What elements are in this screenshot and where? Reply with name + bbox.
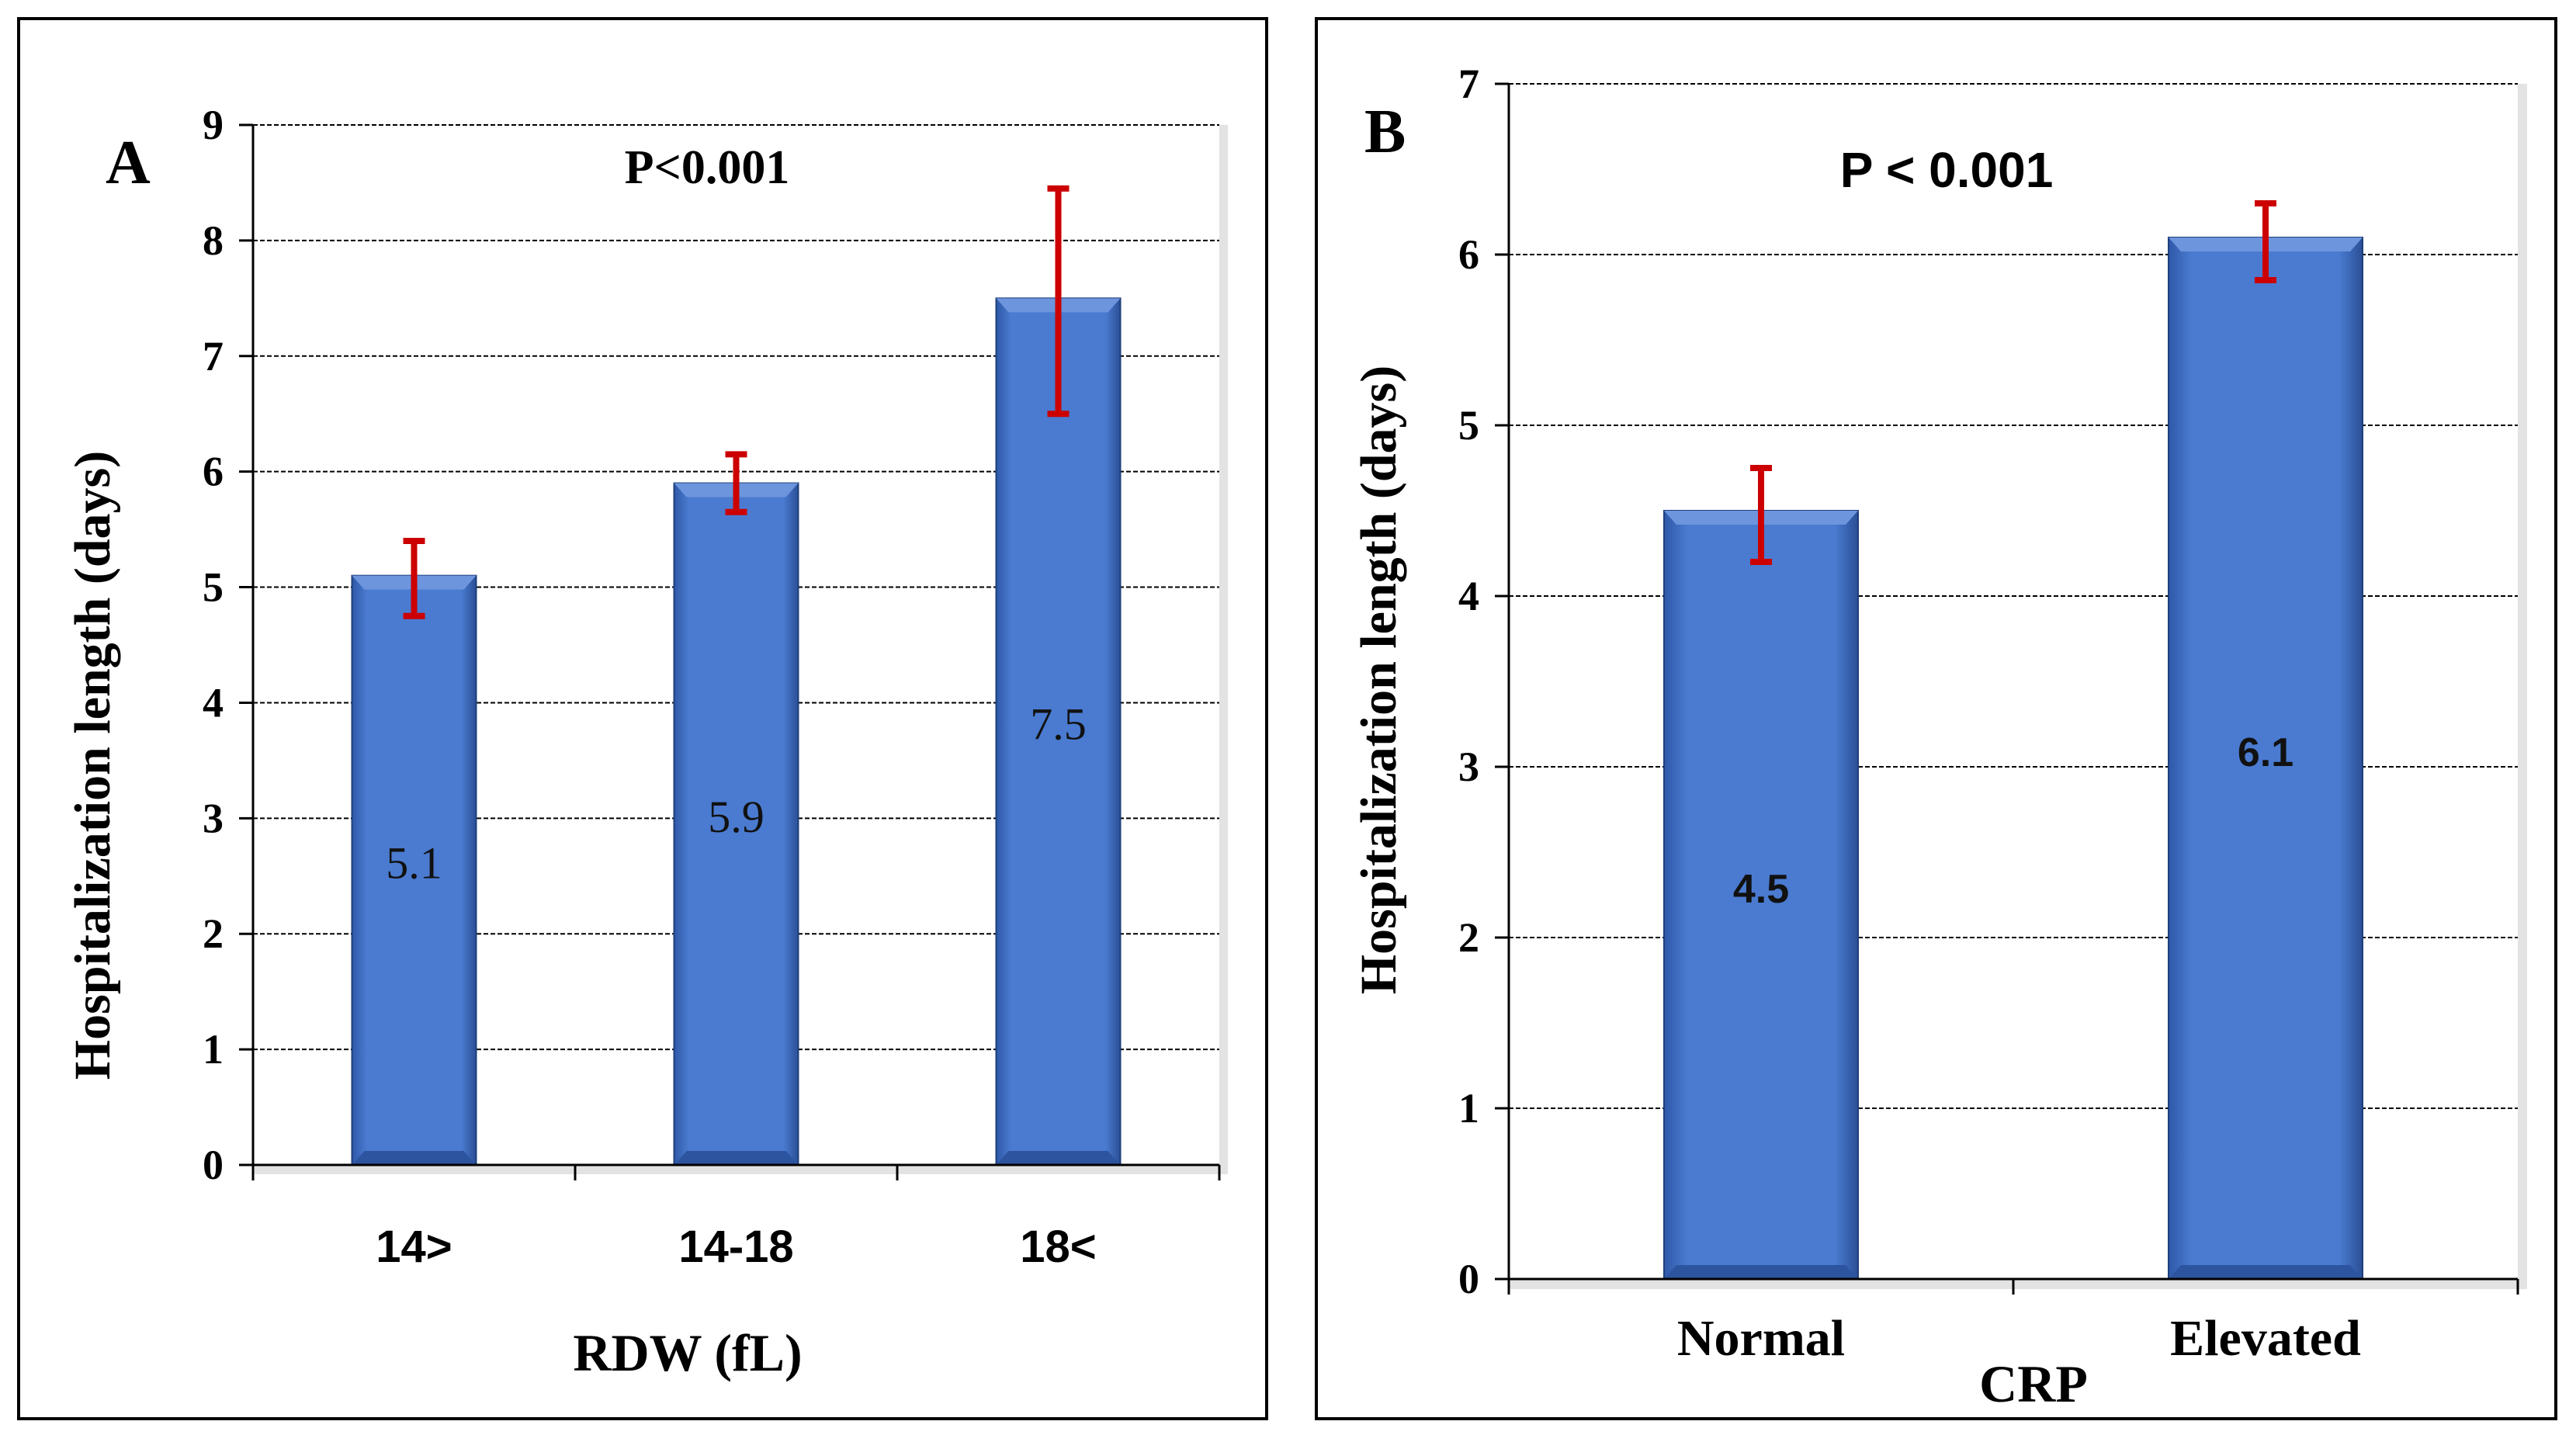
- y-tick-label: 6: [203, 449, 224, 495]
- panel-label: A: [106, 129, 151, 197]
- chart-panel-a: 5.1 5.9 7.5 0 1 2 3 4 5 6 7 8 9 14> 14-18 18< A P<0.00…: [17, 17, 1268, 1420]
- x-axis-label: CRP: [1979, 1354, 2088, 1413]
- x-category-label: Elevated: [2170, 1310, 2361, 1367]
- bar-bottom-bevel: [674, 1151, 799, 1165]
- y-tick-label: 4: [1458, 573, 1479, 619]
- y-tick-label: 7: [1458, 61, 1479, 107]
- chart-b-canvas: 4.5 6.1 0 1 2 3 4 5 6 7 Normal Elevated B P < 0.00…: [1350, 61, 2527, 1413]
- x-axis-label: RDW (fL): [573, 1323, 802, 1382]
- bar-bottom-bevel: [996, 1151, 1121, 1165]
- y-tick-label: 6: [1458, 231, 1479, 278]
- x-category-label: 14>: [376, 1222, 452, 1272]
- bar-value-label: 7.5: [1030, 699, 1087, 750]
- y-tick-label: 9: [203, 102, 224, 148]
- bar-value-label: 5.9: [708, 792, 764, 842]
- chart-panel-b: 4.5 6.1 0 1 2 3 4 5 6 7 Normal Elevated B P < 0.00…: [1315, 17, 2557, 1420]
- bar-bottom-bevel: [352, 1151, 477, 1165]
- bar: [1663, 510, 1859, 1280]
- y-tick-label: 2: [1458, 914, 1479, 961]
- y-tick-label: 7: [203, 333, 224, 380]
- y-axis-label: Hospitalization length (days): [64, 451, 121, 1080]
- y-tick-label: 1: [1458, 1085, 1479, 1132]
- y-tick-label: 5: [203, 564, 224, 611]
- y-tick-label: 1: [203, 1026, 224, 1073]
- bar-bottom-bevel: [2169, 1265, 2363, 1279]
- bar: [673, 482, 799, 1166]
- bar-value-label: 4.5: [1733, 867, 1789, 912]
- chart-a-canvas: 5.1 5.9 7.5 0 1 2 3 4 5 6 7 8 9 14> 14-18 18< A P<0.00…: [64, 102, 1228, 1382]
- bar-bottom-bevel: [1664, 1265, 1858, 1279]
- chart-title: P < 0.001: [1840, 142, 2054, 198]
- x-category-label: 18<: [1020, 1222, 1096, 1272]
- bar-value-label: 6.1: [2238, 730, 2293, 775]
- y-axis-label: Hospitalization length (days): [1350, 366, 1407, 994]
- y-tick-label: 3: [1458, 744, 1479, 790]
- y-tick-label: 3: [203, 795, 224, 841]
- bar: [351, 574, 477, 1166]
- bar: [2168, 237, 2363, 1280]
- x-category-label: Normal: [1677, 1310, 1845, 1367]
- y-tick-label: 0: [203, 1142, 224, 1188]
- plot-area: [1509, 84, 2518, 1279]
- bar-value-label: 5.1: [386, 837, 442, 888]
- panel-label: B: [1364, 98, 1406, 166]
- y-tick-label: 5: [1458, 402, 1479, 449]
- y-tick-label: 8: [203, 217, 224, 264]
- x-category-label: 14-18: [678, 1222, 793, 1272]
- chart-title: P<0.001: [625, 141, 790, 194]
- bar: [995, 297, 1122, 1166]
- y-tick-label: 0: [1458, 1256, 1479, 1302]
- y-tick-label: 4: [203, 679, 224, 726]
- y-tick-label: 2: [203, 910, 224, 957]
